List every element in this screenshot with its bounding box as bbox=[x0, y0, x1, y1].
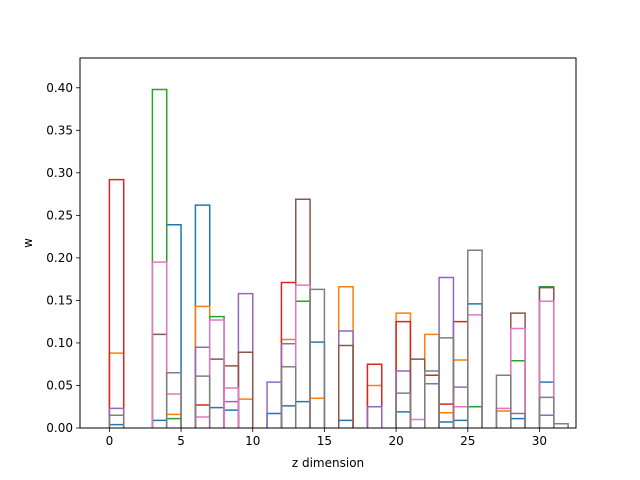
bar-gray-14 bbox=[309, 288, 326, 428]
bar-gray-23 bbox=[438, 337, 455, 428]
y-tick-label: 0.40 bbox=[46, 81, 73, 95]
bar-red-18 bbox=[366, 363, 383, 428]
bar-gray-4 bbox=[165, 371, 182, 428]
bar-red-0 bbox=[108, 178, 125, 428]
x-tick-label: 0 bbox=[106, 434, 114, 448]
bar-gray-0 bbox=[108, 414, 125, 428]
x-tick-label: 10 bbox=[245, 434, 260, 448]
bar-gray-6 bbox=[194, 375, 211, 428]
bar-gray-30 bbox=[538, 396, 555, 428]
bar-green-3 bbox=[151, 88, 168, 428]
x-tick-label: 25 bbox=[460, 434, 475, 448]
bar-pink-3 bbox=[151, 261, 168, 428]
series-gray bbox=[108, 249, 569, 428]
axes-frame bbox=[79, 57, 577, 429]
bar-brown-16 bbox=[338, 344, 354, 428]
bar-purple-18 bbox=[366, 405, 383, 428]
bar-gray-25 bbox=[467, 249, 483, 428]
x-tick-label: 5 bbox=[177, 434, 185, 448]
bar-pink-30 bbox=[538, 300, 555, 428]
x-axis-label: z dimension bbox=[292, 456, 364, 470]
y-tick-label: 0.30 bbox=[46, 166, 73, 180]
y-tick-label: 0.15 bbox=[46, 293, 73, 307]
bar-pink-7 bbox=[208, 319, 225, 428]
bar-gray-20 bbox=[395, 392, 412, 428]
bar-gray-27 bbox=[495, 374, 512, 428]
y-tick-label: 0.10 bbox=[46, 336, 73, 350]
x-axis: 0 5 10 15 20 25 30 bbox=[106, 428, 547, 448]
y-axis-label: w bbox=[21, 238, 35, 248]
x-tick-label: 15 bbox=[317, 434, 332, 448]
histogram-steps bbox=[108, 88, 569, 428]
y-tick-label: 0.25 bbox=[46, 208, 73, 222]
x-tick-label: 30 bbox=[532, 434, 547, 448]
y-tick-label: 0.20 bbox=[46, 251, 73, 265]
y-tick-label: 0.00 bbox=[46, 421, 73, 435]
y-tick-label: 0.35 bbox=[46, 123, 73, 137]
x-tick-label: 20 bbox=[388, 434, 403, 448]
bar-gray-31 bbox=[553, 422, 569, 428]
bar-gray-12 bbox=[280, 366, 297, 428]
bar-gray-28 bbox=[510, 412, 526, 428]
bar-pink-8 bbox=[223, 387, 240, 428]
y-axis: 0.00 0.05 0.10 0.15 0.20 0.25 0.30 0.35 0.40 bbox=[46, 81, 80, 435]
y-tick-label: 0.05 bbox=[46, 378, 73, 392]
